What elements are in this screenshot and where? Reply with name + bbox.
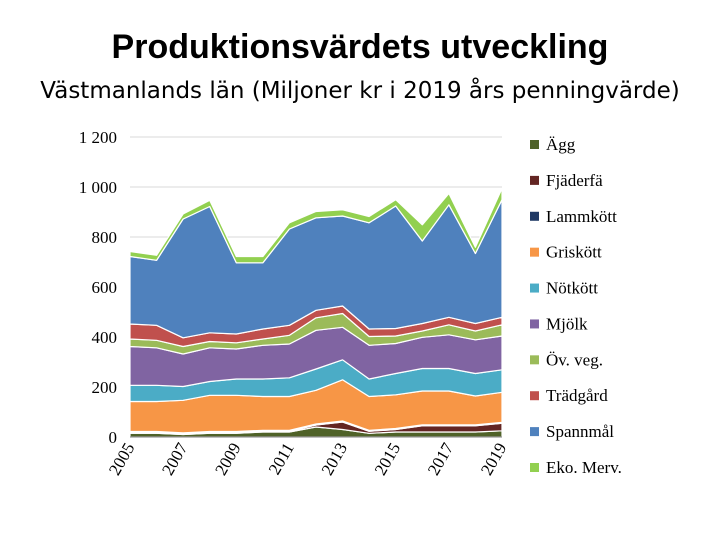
legend-swatch — [530, 463, 539, 472]
legend-swatch — [530, 355, 539, 365]
legend-label: Lammkött — [546, 207, 617, 226]
legend-label: Ägg — [546, 135, 576, 154]
y-tick-label: 800 — [92, 228, 118, 247]
legend-swatch — [530, 211, 539, 221]
y-tick-label: 200 — [92, 378, 118, 397]
y-tick-label: 400 — [92, 328, 118, 347]
legend: Ägg Fjäderfä Lammkött Griskött Nötkött Mjölk Ö… — [530, 135, 622, 477]
y-tick-label: 0 — [109, 428, 118, 447]
legend-label: Nötkött — [546, 279, 598, 298]
legend-label: Griskött — [546, 243, 602, 262]
legend-swatch — [530, 319, 539, 329]
legend-swatch — [530, 140, 539, 149]
area-series-9 — [129, 187, 503, 264]
legend-swatch — [530, 283, 539, 293]
legend-label: Trädgård — [546, 386, 608, 405]
legend-swatch — [530, 427, 539, 437]
legend-label: Öv. veg. — [546, 350, 603, 369]
x-tick-label: 2011 — [265, 440, 298, 478]
y-tick-label: 600 — [92, 278, 118, 297]
legend-label: Spannmål — [546, 422, 614, 441]
x-axis-ticks: 2005 2007 2009 2011 2013 2015 2017 2019 — [105, 439, 510, 478]
chart-title: Produktionsvärdets utveckling — [111, 28, 609, 66]
y-tick-label: 1 000 — [79, 178, 117, 197]
legend-label: Mjölk — [546, 314, 588, 333]
legend-swatch — [530, 175, 539, 185]
legend-label: Fjäderfä — [546, 171, 603, 190]
x-tick-label: 2017 — [424, 439, 458, 478]
x-tick-label: 2009 — [211, 440, 244, 479]
legend-swatch — [530, 247, 539, 257]
x-tick-label: 2007 — [158, 439, 192, 478]
area-series — [129, 187, 503, 438]
legend-label: Eko. Merv. — [546, 458, 622, 477]
x-tick-label: 2015 — [371, 440, 404, 479]
x-tick-label: 2019 — [477, 440, 510, 479]
chart-subtitle: Västmanlands län (Miljoner kr i 2019 års… — [40, 78, 680, 104]
legend-swatch — [530, 391, 539, 401]
y-tick-label: 1 200 — [79, 128, 117, 147]
x-tick-label: 2013 — [318, 440, 351, 479]
y-axis-ticks: 0 200 400 600 800 1 000 1 200 — [79, 128, 117, 447]
